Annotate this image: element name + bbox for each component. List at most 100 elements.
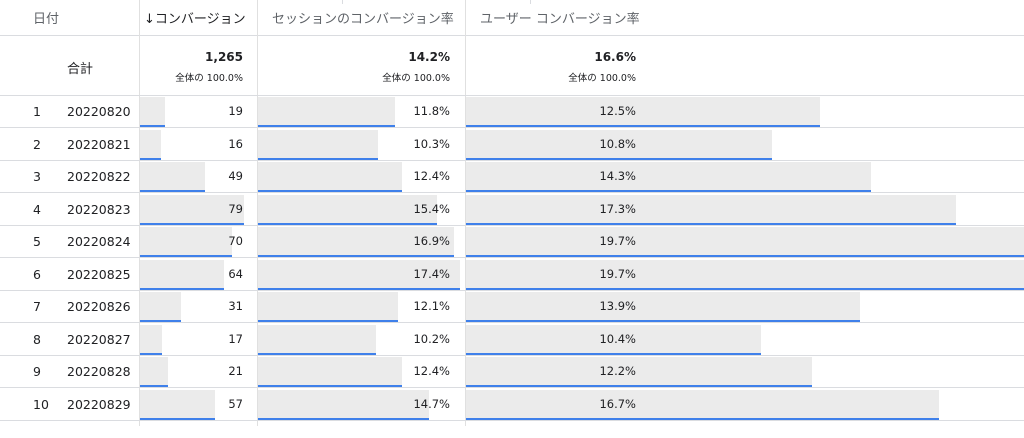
row-date: 20220826 <box>67 299 131 314</box>
column-divider <box>465 0 466 426</box>
user-rate-bar <box>466 357 812 387</box>
row-index: 10 <box>33 396 49 412</box>
user-rate-bar <box>466 194 957 225</box>
user-rate-bar <box>466 292 860 322</box>
row-user-rate: 13.9% <box>599 299 636 313</box>
user-rate-bar <box>466 389 940 420</box>
conversions-bar <box>140 357 168 387</box>
row-date: 20220823 <box>67 201 131 217</box>
row-index: 9 <box>33 364 41 379</box>
row-date: 20220828 <box>67 364 131 379</box>
user-rate-bar <box>466 129 772 160</box>
row-user-rate: 10.8% <box>599 136 636 151</box>
row-conversions: 79 <box>228 201 243 216</box>
table-row[interactable]: 7 20220826 31 12.1% 13.9% <box>0 291 1024 323</box>
column-resize-tick <box>342 0 343 4</box>
row-index: 1 <box>33 104 41 119</box>
row-index: 6 <box>33 266 41 282</box>
row-date: 20220829 <box>67 396 131 412</box>
conversions-bar <box>140 292 181 322</box>
row-date: 20220827 <box>67 331 131 347</box>
column-header-session-rate-label: セッションのコンバージョン率 <box>272 12 454 27</box>
row-conversions: 17 <box>228 331 243 346</box>
table-row[interactable]: 9 20220828 21 12.4% 12.2% <box>0 356 1024 388</box>
row-index: 3 <box>33 169 41 184</box>
row-user-rate: 12.5% <box>599 104 636 118</box>
table-row[interactable]: 1 20220820 19 11.8% 12.5% <box>0 96 1024 128</box>
totals-conversions: 1,265 <box>205 50 243 64</box>
column-header-session-rate[interactable]: セッションのコンバージョン率 <box>258 0 465 36</box>
row-session-rate: 12.4% <box>413 364 450 378</box>
row-conversions: 31 <box>228 299 243 313</box>
row-user-rate: 19.7% <box>599 234 636 248</box>
row-date: 20220825 <box>67 266 131 282</box>
user-rate-bar <box>466 259 1024 290</box>
session-rate-bar <box>258 357 402 387</box>
row-session-rate: 17.4% <box>413 266 450 281</box>
row-user-rate: 17.3% <box>599 201 636 216</box>
column-header-conversions-label: ↓コンバージョン <box>144 12 246 27</box>
user-rate-bar <box>466 97 821 127</box>
row-user-rate: 12.2% <box>599 364 636 378</box>
row-user-rate: 10.4% <box>599 331 636 346</box>
conversions-bar <box>140 97 165 127</box>
row-conversions: 64 <box>228 266 243 281</box>
row-session-rate: 12.4% <box>413 169 450 183</box>
row-conversions: 49 <box>228 169 243 183</box>
column-header-date-label: 日付 <box>33 12 60 27</box>
totals-divider <box>0 95 1024 96</box>
conversions-bar <box>140 129 162 160</box>
table-row[interactable]: 4 20220823 79 15.4% 17.3% <box>0 194 1024 226</box>
table-row[interactable]: 5 20220824 70 16.9% 19.7% <box>0 226 1024 258</box>
table-row[interactable]: 8 20220827 17 10.2% 10.4% <box>0 324 1024 356</box>
row-conversions: 19 <box>228 104 243 118</box>
totals-user-rate: 16.6% <box>594 50 636 64</box>
row-session-rate: 10.3% <box>413 136 450 151</box>
row-session-rate: 10.2% <box>413 331 450 346</box>
column-header-user-rate[interactable]: ユーザー コンバージョン率 <box>466 0 1024 36</box>
table-row[interactable]: 3 20220822 49 12.4% 14.3% <box>0 161 1024 193</box>
table-row[interactable]: 2 20220821 16 10.3% 10.8% <box>0 129 1024 161</box>
conversions-bar <box>140 324 163 355</box>
row-date: 20220820 <box>67 104 131 119</box>
row-user-rate: 16.7% <box>599 396 636 411</box>
row-session-rate: 12.1% <box>413 299 450 313</box>
row-conversions: 70 <box>228 234 243 248</box>
session-rate-bar <box>258 227 455 257</box>
row-date: 20220821 <box>67 136 131 152</box>
totals-session-rate: 14.2% <box>408 50 450 64</box>
row-user-rate: 14.3% <box>599 169 636 183</box>
column-header-conversions[interactable]: ↓コンバージョン <box>140 0 257 36</box>
row-session-rate: 16.9% <box>413 234 450 248</box>
column-header-date[interactable]: 日付 <box>0 0 139 36</box>
conversions-bar <box>140 389 216 420</box>
row-session-rate: 14.7% <box>413 396 450 411</box>
totals-label: 合計 <box>67 62 94 77</box>
column-divider <box>257 0 258 426</box>
session-rate-bar <box>258 259 460 290</box>
row-index: 4 <box>33 201 41 217</box>
row-index: 5 <box>33 234 41 249</box>
totals-user-rate-share: 全体の 100.0% <box>568 73 636 84</box>
table-row[interactable]: 10 20220829 57 14.7% 16.7% <box>0 389 1024 421</box>
session-rate-bar <box>258 324 377 355</box>
row-index: 8 <box>33 331 41 347</box>
session-rate-bar <box>258 162 402 192</box>
user-rate-bar <box>466 324 761 355</box>
column-header-user-rate-label: ユーザー コンバージョン率 <box>480 12 640 27</box>
conversions-bar <box>140 259 225 290</box>
column-resize-tick <box>530 0 531 4</box>
session-rate-bar <box>258 389 429 420</box>
row-user-rate: 19.7% <box>599 266 636 281</box>
conversions-bar <box>140 227 233 257</box>
row-date: 20220824 <box>67 234 131 249</box>
column-divider <box>139 0 140 426</box>
user-rate-bar <box>466 227 1024 257</box>
session-rate-bar <box>258 292 399 322</box>
row-index: 2 <box>33 136 41 152</box>
row-index: 7 <box>33 299 41 314</box>
row-conversions: 16 <box>228 136 243 151</box>
session-rate-bar <box>258 129 378 160</box>
table-row[interactable]: 6 20220825 64 17.4% 19.7% <box>0 259 1024 291</box>
